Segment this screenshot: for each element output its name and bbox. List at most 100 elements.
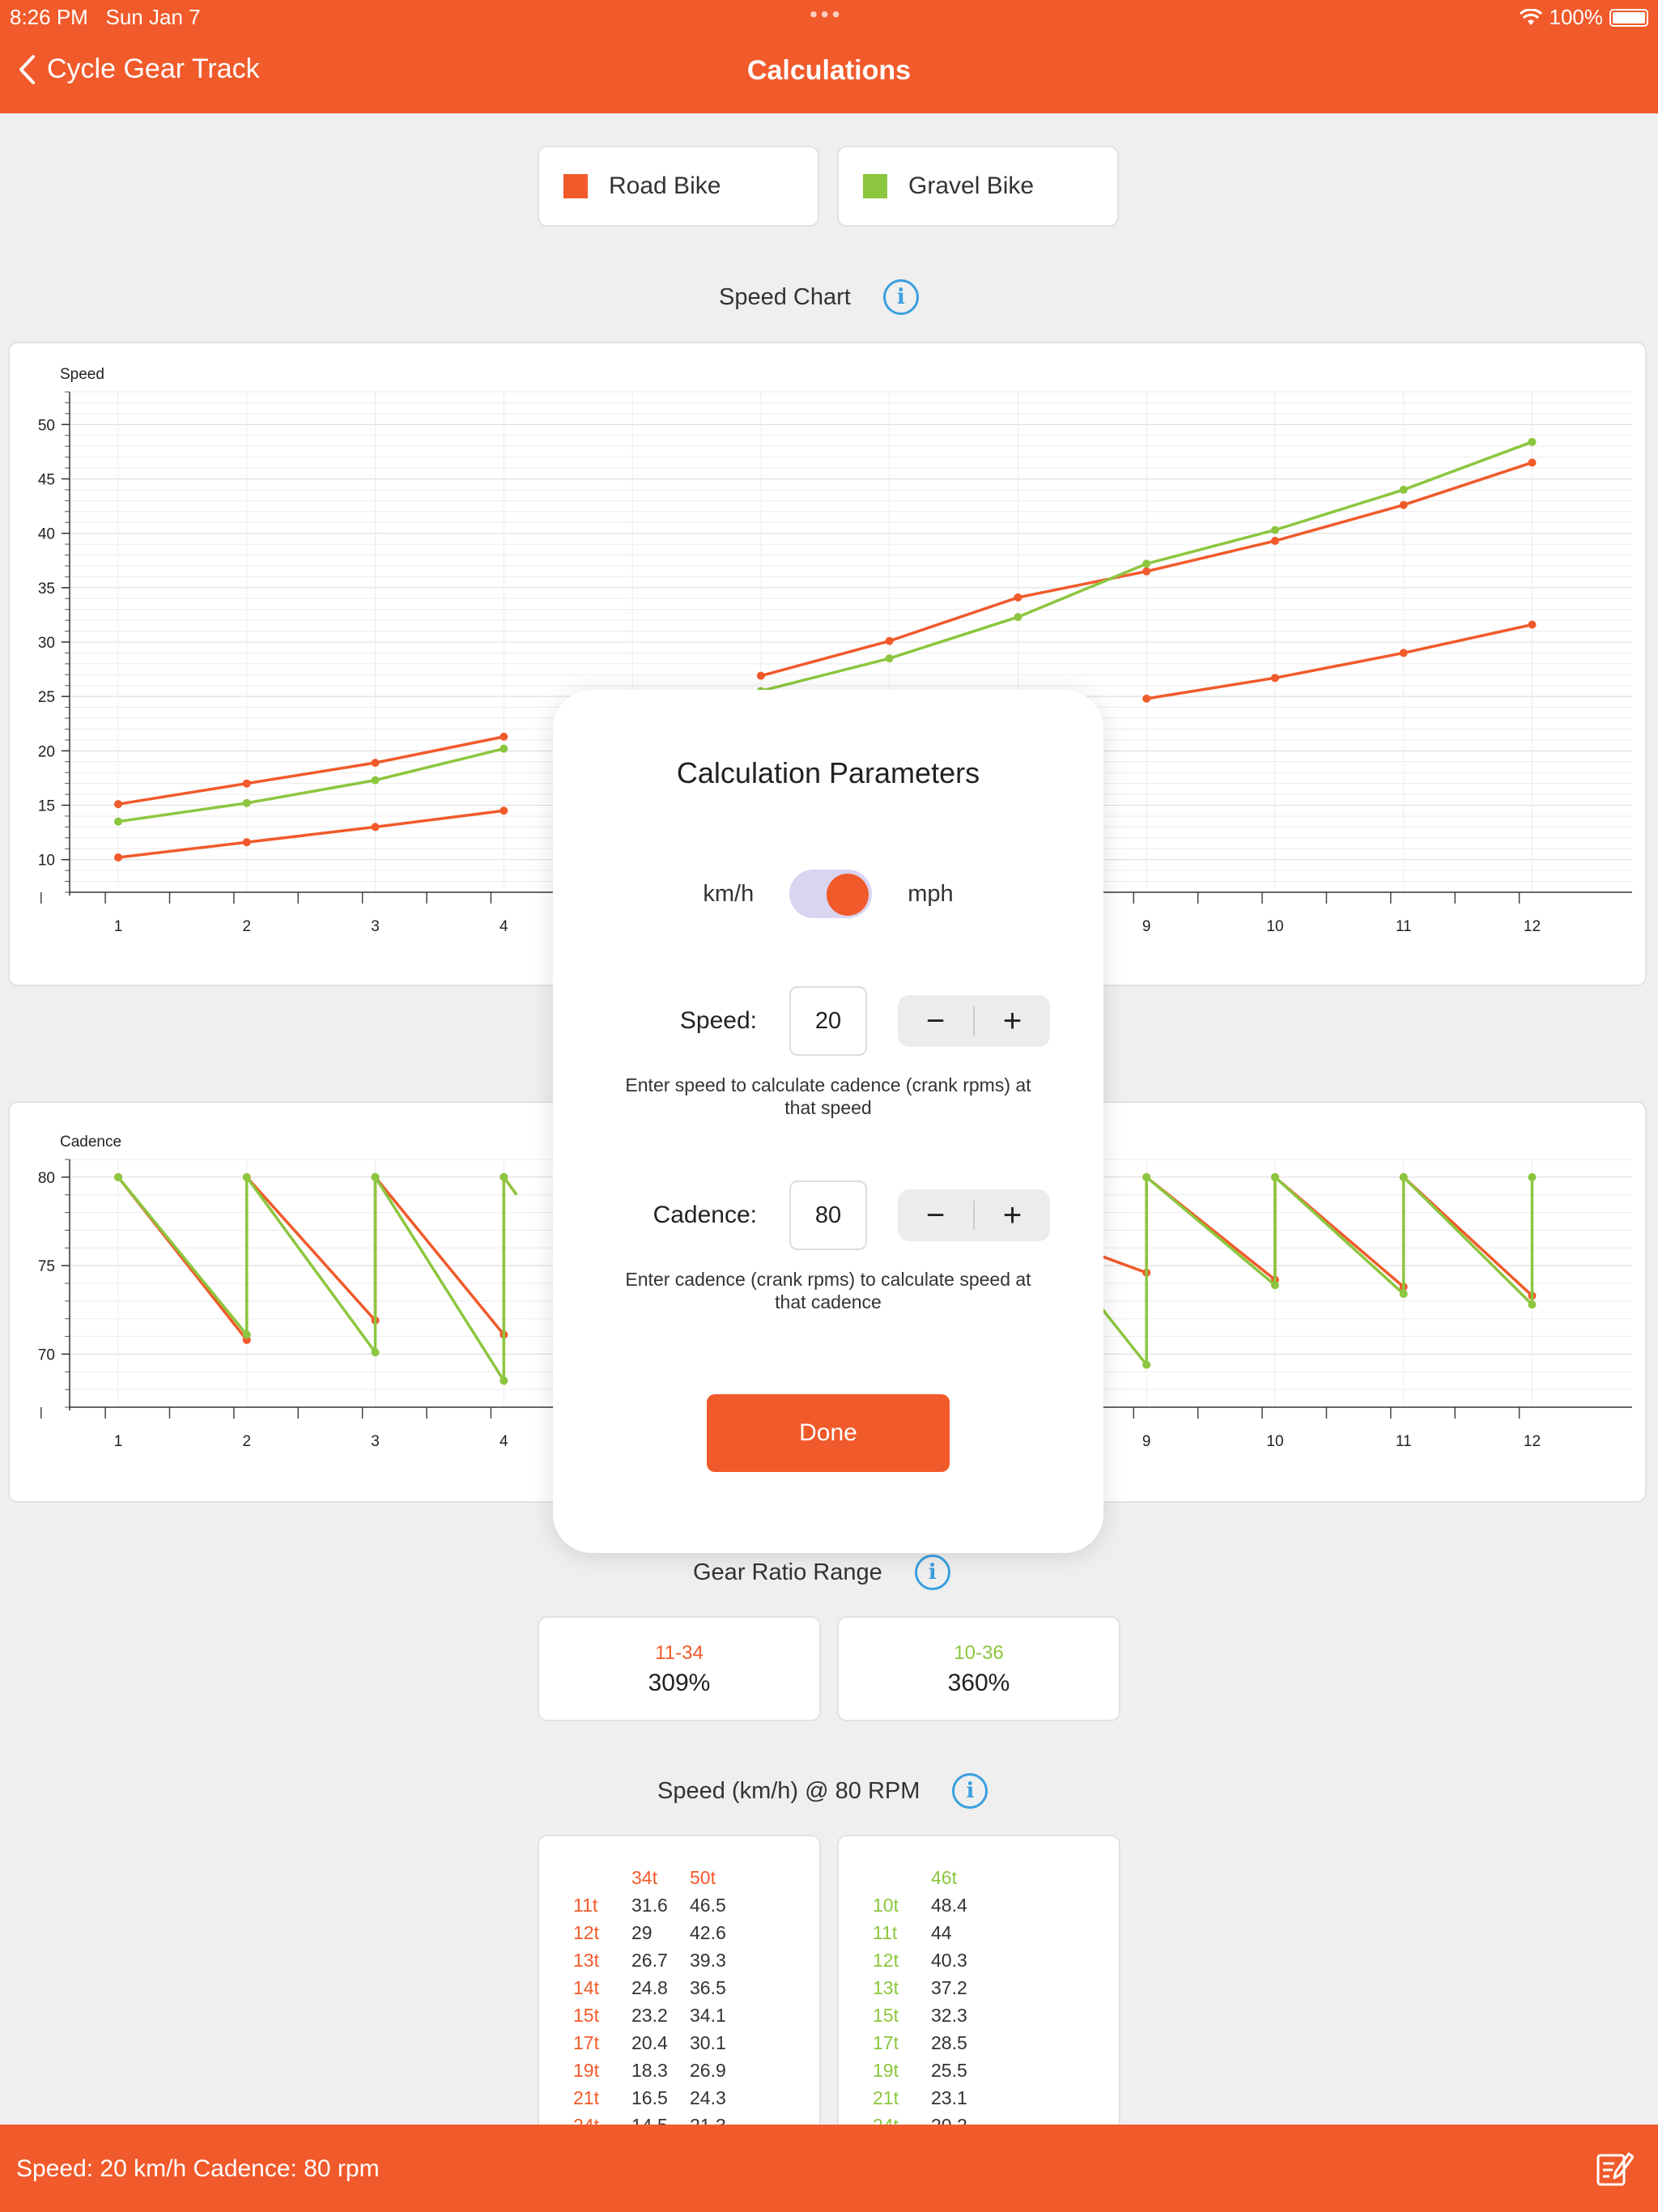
data-point (1142, 1360, 1151, 1369)
y-tick-label: 30 (38, 635, 55, 652)
data-point (1270, 537, 1279, 546)
battery-icon (1609, 8, 1648, 27)
x-tick-label: 1 (114, 918, 123, 935)
row-header: 14t (573, 1976, 599, 1998)
legend-road-bike[interactable]: Road Bike (538, 146, 819, 227)
cadence-input[interactable]: 80 (789, 1180, 867, 1250)
data-point (1270, 525, 1279, 534)
legend-label: Gravel Bike (908, 172, 1035, 199)
speed-input[interactable]: 20 (789, 986, 867, 1056)
info-icon[interactable]: i (882, 279, 919, 315)
table-row: 11t 44 (873, 1919, 989, 1946)
unit-toggle[interactable] (789, 870, 873, 918)
table-cell: 44 (931, 1921, 952, 1943)
done-button[interactable]: Done (707, 1394, 950, 1472)
table-row: 21t 16.5 24.3 (573, 2084, 748, 2112)
section-title-text: Speed Chart (719, 283, 851, 310)
ratio-range: 10-36 (954, 1642, 1004, 1664)
table-cell: 31.6 (631, 1894, 668, 1916)
chevron-left-icon (19, 54, 35, 84)
y-tick-label: 70 (38, 1346, 55, 1363)
x-tick-label: 9 (1142, 918, 1151, 935)
info-icon[interactable]: i (952, 1773, 988, 1809)
legend-gravel-bike[interactable]: Gravel Bike (837, 146, 1119, 227)
speed-table-gravel-grid: 46t 10t 48.4 11t 44 12t 40.3 13t 37.2 15t 32.3 17t 2… (873, 1864, 989, 2139)
speed-minus-button[interactable]: − (925, 1002, 946, 1039)
dialog-title: Calculation Parameters (676, 756, 980, 789)
cadence-plus-button[interactable]: + (1002, 1197, 1022, 1233)
data-point (1528, 458, 1537, 467)
x-tick-label: 10 (1266, 918, 1283, 935)
data-point (500, 744, 508, 753)
x-tick-label: 4 (500, 1433, 508, 1450)
back-button[interactable]: Cycle Gear Track (18, 53, 260, 85)
data-point (114, 853, 122, 862)
speed-plus-button[interactable]: + (1002, 1002, 1022, 1039)
x-tick-label: 12 (1524, 1433, 1541, 1450)
unit-kmh-label: km/h (703, 880, 755, 907)
table-row: 12t 40.3 (873, 1946, 989, 1974)
cadence-chart-svg: Cadence707580123456789101112 (38, 1134, 1632, 1450)
table-row: 17t 28.5 (873, 2029, 989, 2057)
row-header: 19t (573, 2059, 599, 2081)
unit-toggle-row: km/h mph (553, 870, 1103, 918)
data-point (242, 1330, 251, 1339)
status-time: 8:26 PM Sun Jan 7 (10, 5, 201, 29)
cadence-minus-button[interactable]: − (925, 1197, 946, 1233)
speed-label: Speed: (679, 1007, 757, 1034)
table-cell: 20.4 (631, 2031, 668, 2053)
series-line (117, 747, 504, 823)
data-point (371, 1348, 380, 1357)
section-title-text: Speed (km/h) @ 80 RPM (657, 1777, 920, 1804)
calculation-parameters-dialog: Calculation Parameters km/h mph Speed: 2… (553, 690, 1103, 1553)
data-point (371, 759, 380, 768)
row-header: 17t (873, 2031, 899, 2053)
table-row: 11t 31.6 46.5 (573, 1891, 748, 1919)
data-point (1270, 674, 1279, 683)
y-axis-label: Speed (60, 366, 104, 383)
data-point (1528, 620, 1537, 629)
data-point (1528, 437, 1537, 446)
data-point (500, 806, 508, 815)
series-line (117, 809, 504, 859)
data-point (114, 817, 122, 826)
data-point (1528, 1300, 1537, 1309)
series-line (117, 735, 504, 806)
multitask-dots-icon[interactable]: ••• (810, 2, 844, 27)
gravel-bike-swatch (863, 174, 887, 198)
toggle-knob (827, 874, 869, 916)
data-point (1399, 1290, 1408, 1299)
table-cell: 24.3 (690, 2087, 726, 2108)
y-tick-label: 35 (38, 581, 55, 598)
table-header-row: 34t 50t (573, 1864, 748, 1891)
table-row: 10t 48.4 (873, 1891, 989, 1919)
series-line (1146, 623, 1533, 700)
x-tick-label: 2 (242, 1433, 251, 1450)
gear-ratio-title: Gear Ratio Range i (693, 1555, 950, 1590)
table-row: 19t 18.3 26.9 (573, 2057, 748, 2084)
status-bar: 8:26 PM Sun Jan 7 ••• 100% (0, 0, 1658, 32)
y-tick-label: 75 (38, 1258, 55, 1275)
edit-icon[interactable] (1595, 2149, 1634, 2188)
x-tick-label: 1 (114, 1433, 123, 1450)
data-point (1528, 1172, 1537, 1181)
row-header: 13t (873, 1976, 899, 1998)
data-point (885, 654, 894, 663)
table-row: 13t 37.2 (873, 1974, 989, 2001)
table-row: 17t 20.4 30.1 (573, 2029, 748, 2057)
cadence-hint: Enter cadence (crank rpms) to calculate … (625, 1269, 1031, 1312)
x-tick-label: 3 (371, 918, 380, 935)
bottom-bar: Speed: 20 km/h Cadence: 80 rpm (0, 2125, 1658, 2212)
x-tick-label: 10 (1266, 1433, 1283, 1450)
table-cell: 40.3 (931, 1949, 967, 1971)
info-icon[interactable]: i (914, 1555, 950, 1590)
y-tick-label: 20 (38, 743, 55, 760)
data-point (1142, 559, 1151, 568)
ratio-value: 309% (648, 1670, 711, 1696)
table-cell: 25.5 (931, 2059, 967, 2081)
row-header: 17t (573, 2031, 599, 2053)
table-cell: 37.2 (931, 1976, 967, 1998)
y-tick-label: 15 (38, 798, 55, 815)
table-cell: 23.1 (931, 2087, 967, 2108)
x-tick-label: 3 (371, 1433, 380, 1450)
